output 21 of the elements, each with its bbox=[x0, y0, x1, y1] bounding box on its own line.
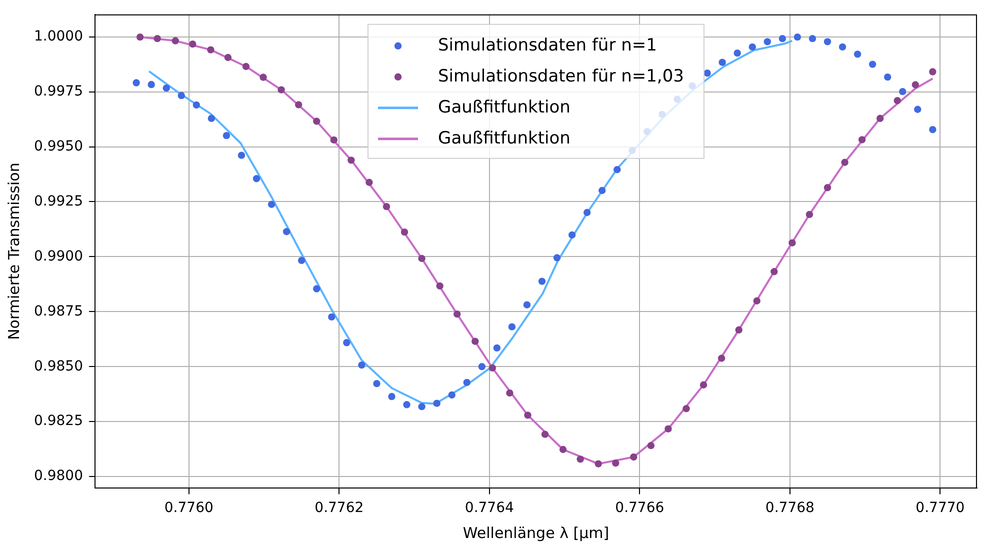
y-axis-title: Normierte Transmission bbox=[4, 162, 23, 340]
y-tick-label: 0.9975 bbox=[34, 83, 83, 100]
x-tick-label: 0.7762 bbox=[314, 500, 364, 516]
legend-label: Simulationsdaten für n=1 bbox=[438, 35, 657, 56]
y-tick-label: 0.9925 bbox=[34, 193, 83, 210]
y-tick-label: 0.9900 bbox=[34, 248, 83, 264]
legend-label: Gaußfitfunktion bbox=[438, 97, 570, 118]
legend-label: Gaußfitfunktion bbox=[438, 128, 570, 148]
y-tick-label: 0.9850 bbox=[34, 358, 83, 374]
x-axis-title: Wellenlänge λ [μm] bbox=[462, 524, 610, 542]
y-tick-label: 1.0000 bbox=[34, 28, 83, 44]
x-tick-label: 0.7768 bbox=[765, 500, 814, 516]
legend-label: Simulationsdaten für n=1,03 bbox=[438, 66, 684, 86]
y-tick-label: 0.9800 bbox=[34, 468, 83, 484]
x-tick-label: 0.7770 bbox=[916, 500, 965, 516]
y-tick-label: 0.9875 bbox=[34, 303, 83, 320]
x-tick-label: 0.7764 bbox=[464, 500, 514, 516]
x-tick-label: 0.7760 bbox=[164, 500, 214, 516]
x-tick-label: 0.7766 bbox=[615, 500, 664, 516]
y-tick-label: 0.9950 bbox=[34, 138, 83, 154]
y-tick-label: 0.9825 bbox=[34, 413, 83, 430]
